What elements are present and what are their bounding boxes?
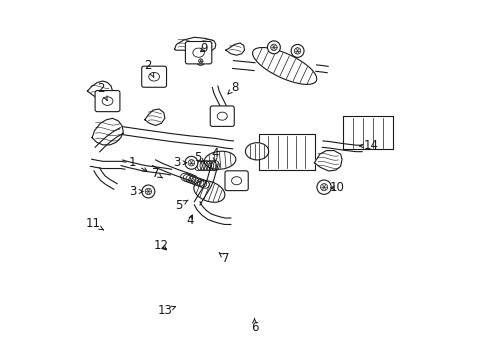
FancyBboxPatch shape [142, 66, 166, 87]
Text: 11: 11 [85, 217, 103, 230]
Text: 3: 3 [172, 156, 186, 169]
Text: 2: 2 [143, 59, 154, 77]
FancyBboxPatch shape [185, 41, 211, 64]
Polygon shape [92, 118, 123, 145]
Polygon shape [259, 134, 314, 170]
Text: 14: 14 [359, 139, 377, 152]
Polygon shape [121, 160, 171, 175]
Ellipse shape [316, 180, 330, 194]
Ellipse shape [204, 151, 235, 169]
Polygon shape [212, 86, 232, 120]
Ellipse shape [231, 177, 241, 185]
Text: 4: 4 [186, 214, 193, 227]
Ellipse shape [145, 188, 151, 195]
Ellipse shape [188, 159, 194, 166]
Text: 7: 7 [151, 167, 162, 180]
Text: 1: 1 [129, 156, 147, 172]
Polygon shape [194, 202, 230, 225]
Ellipse shape [148, 72, 159, 81]
Text: 5: 5 [175, 199, 188, 212]
Ellipse shape [198, 59, 203, 63]
FancyBboxPatch shape [224, 171, 248, 190]
Ellipse shape [245, 143, 268, 160]
Polygon shape [343, 116, 392, 149]
Ellipse shape [192, 48, 204, 57]
Polygon shape [95, 128, 123, 152]
Ellipse shape [196, 57, 204, 65]
Polygon shape [225, 43, 244, 55]
Polygon shape [194, 162, 218, 205]
Text: 8: 8 [227, 81, 238, 94]
Text: 5: 5 [194, 151, 204, 164]
Text: 13: 13 [157, 305, 175, 318]
Polygon shape [174, 37, 215, 51]
Text: 3: 3 [129, 185, 143, 198]
Polygon shape [314, 150, 341, 171]
Ellipse shape [267, 41, 280, 54]
Ellipse shape [217, 112, 227, 120]
Ellipse shape [290, 44, 304, 57]
Polygon shape [232, 60, 254, 71]
Text: 9: 9 [200, 41, 208, 54]
Text: 7: 7 [219, 252, 229, 265]
Text: 2: 2 [97, 82, 107, 100]
Polygon shape [144, 109, 164, 126]
Ellipse shape [252, 48, 316, 84]
Polygon shape [90, 159, 126, 169]
Ellipse shape [320, 184, 327, 191]
Ellipse shape [294, 48, 300, 54]
Text: 6: 6 [250, 319, 258, 334]
Polygon shape [121, 127, 233, 149]
Polygon shape [315, 65, 327, 73]
Polygon shape [87, 81, 112, 99]
Ellipse shape [193, 181, 224, 202]
Text: 10: 10 [329, 181, 344, 194]
FancyBboxPatch shape [210, 106, 234, 126]
FancyBboxPatch shape [95, 91, 120, 112]
Ellipse shape [102, 97, 113, 105]
Polygon shape [152, 160, 196, 182]
Ellipse shape [270, 44, 277, 50]
Polygon shape [322, 141, 362, 152]
Ellipse shape [142, 185, 155, 198]
Text: 4: 4 [211, 147, 219, 162]
Ellipse shape [184, 156, 198, 169]
Text: 12: 12 [154, 239, 168, 252]
Polygon shape [94, 168, 117, 189]
